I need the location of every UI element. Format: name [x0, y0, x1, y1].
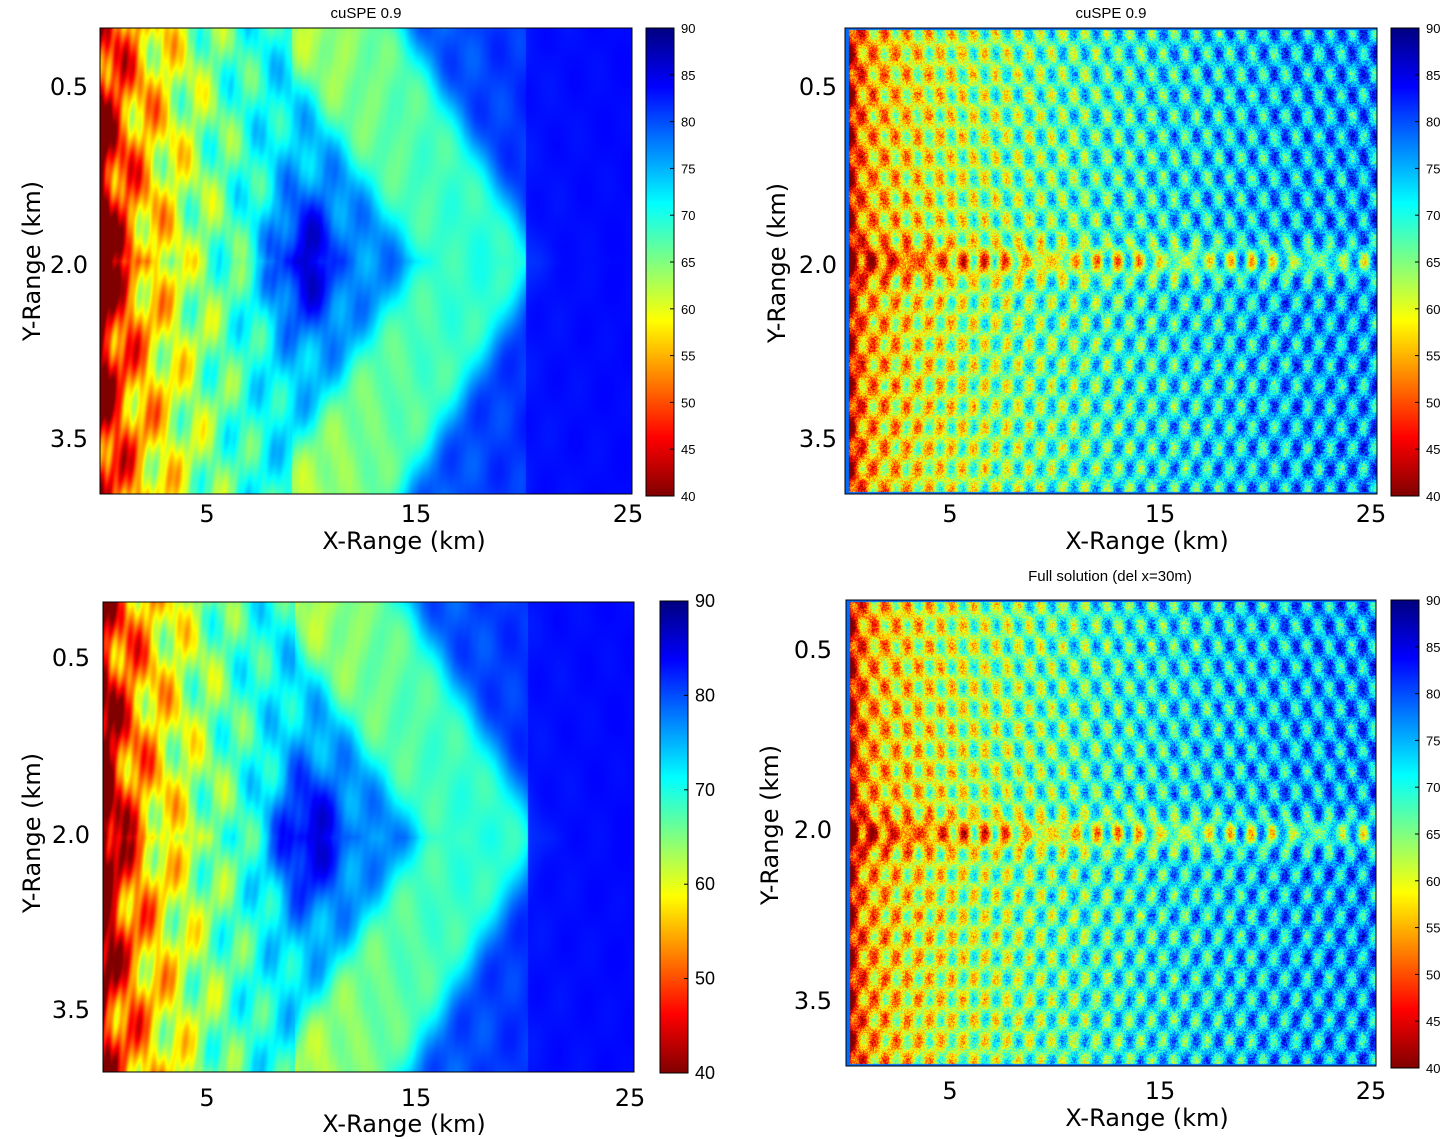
colorbar-tick-label: 65 [1426, 255, 1440, 270]
y-tick-label: 3.5 [799, 425, 837, 453]
colorbar-tick-label: 80 [695, 685, 715, 705]
colorbar-tick-label: 75 [681, 161, 695, 176]
colorbar-ticks: 90 80 70 60 50 40 [684, 591, 715, 1083]
colorbar-tick-label: 50 [695, 969, 715, 989]
x-tick-label: 25 [1356, 500, 1387, 528]
colorbar-tick-label: 45 [1426, 1014, 1440, 1029]
colorbar-tick-label: 45 [1426, 442, 1440, 457]
colorbar-tick-label: 55 [1426, 921, 1440, 936]
plot-frame [844, 27, 1378, 495]
colorbar-tick-label: 85 [1426, 640, 1440, 655]
colorbar [1390, 27, 1420, 497]
panel-title: cuSPE 0.9 [331, 5, 402, 22]
y-tick-label: 2.0 [50, 251, 88, 279]
colorbar-ticks: 90 85 80 75 70 65 60 55 50 45 40 [670, 21, 695, 504]
colorbar-tick-label: 55 [1426, 349, 1440, 364]
panel-title: cuSPE 0.9 [1076, 5, 1147, 22]
x-axis-label: X-Range (km) [1065, 1104, 1229, 1132]
colorbar-tick-label: 65 [681, 255, 695, 270]
colorbar-tick-label: 70 [681, 208, 695, 223]
colorbar-tick-label: 60 [695, 874, 715, 894]
x-tick-label: 25 [615, 1084, 646, 1112]
colorbar-tick-label: 60 [681, 302, 695, 317]
heatmap-image [103, 602, 634, 1072]
x-tick-label: 15 [401, 500, 432, 528]
x-tick-label: 25 [1356, 1077, 1387, 1105]
colorbar-ticks: 90 85 80 75 70 65 60 55 50 45 40 [1415, 21, 1440, 504]
colorbar-tick-label: 55 [681, 349, 695, 364]
colorbar-tick-label: 40 [1426, 489, 1440, 504]
colorbar-tick-label: 40 [695, 1063, 715, 1083]
colorbar-tick-label: 75 [1426, 733, 1440, 748]
x-tick-label: 5 [942, 500, 957, 528]
y-axis-label: Y-Range (km) [756, 745, 784, 906]
colorbar-tick-label: 85 [1426, 68, 1440, 83]
y-axis-label: Y-Range (km) [18, 753, 46, 914]
colorbar-tick-label: 60 [1426, 302, 1440, 317]
x-tick-label: 5 [942, 1077, 957, 1105]
plot-frame [845, 599, 1377, 1067]
plot-frame [99, 27, 633, 495]
colorbar-tick-label: 75 [1426, 161, 1440, 176]
colorbar-ticks: 90 85 80 75 70 65 60 55 50 45 40 [1415, 593, 1440, 1076]
x-tick-label: 5 [199, 500, 214, 528]
colorbar-tick-label: 65 [1426, 827, 1440, 842]
colorbar-tick-label: 90 [1426, 21, 1440, 36]
plot-frame [102, 601, 635, 1073]
y-tick-label: 3.5 [50, 425, 88, 453]
y-tick-label: 2.0 [794, 816, 832, 844]
colorbar-tick-label: 85 [681, 68, 695, 83]
heatmap-image [845, 28, 1377, 494]
colorbar-tick-label: 80 [681, 115, 695, 130]
colorbar [659, 600, 689, 1074]
colorbar-tick-label: 50 [1426, 967, 1440, 982]
x-tick-label: 15 [1145, 1077, 1176, 1105]
colorbar-tick-label: 90 [695, 591, 715, 611]
y-tick-label: 0.5 [794, 636, 832, 664]
x-tick-label: 15 [401, 1084, 432, 1112]
panel-bottom-left: Y-Range (km) X-Range (km) 0.5 2.0 3.5 5 … [18, 591, 715, 1138]
y-axis-label: Y-Range (km) [763, 183, 791, 344]
x-tick-label: 5 [199, 1084, 214, 1112]
y-axis-label: Y-Range (km) [18, 181, 46, 342]
y-tick-label: 2.0 [52, 821, 90, 849]
colorbar-tick-label: 70 [695, 780, 715, 800]
panel-top-left: cuSPE 0.9 Y-Range (km) X-Range (km) 0.5 … [18, 5, 695, 555]
y-tick-label: 3.5 [52, 996, 90, 1024]
colorbar-tick-label: 40 [681, 489, 695, 504]
colorbar-tick-label: 70 [1426, 780, 1440, 795]
colorbar-tick-label: 70 [1426, 208, 1440, 223]
heatmap-image [846, 600, 1376, 1066]
colorbar-tick-label: 90 [1426, 593, 1440, 608]
heatmap-image [100, 28, 632, 494]
colorbar-tick-label: 50 [1426, 395, 1440, 410]
x-axis-label: X-Range (km) [322, 1110, 486, 1138]
panel-title: Full solution (del x=30m) [1028, 568, 1192, 585]
x-axis-label: X-Range (km) [322, 527, 486, 555]
colorbar-tick-label: 60 [1426, 874, 1440, 889]
colorbar-tick-label: 45 [681, 442, 695, 457]
x-tick-label: 15 [1145, 500, 1176, 528]
y-tick-label: 0.5 [52, 644, 90, 672]
panel-bottom-right: Full solution (del x=30m) Y-Range (km) X… [756, 568, 1440, 1132]
x-axis-label: X-Range (km) [1065, 527, 1229, 555]
x-tick-label: 25 [613, 500, 644, 528]
colorbar-tick-label: 80 [1426, 115, 1440, 130]
panel-top-right: cuSPE 0.9 Y-Range (km) X-Range (km) 0.5 … [763, 5, 1440, 555]
colorbar [1390, 599, 1420, 1069]
y-tick-label: 0.5 [50, 73, 88, 101]
colorbar [645, 27, 675, 497]
colorbar-tick-label: 40 [1426, 1061, 1440, 1076]
y-tick-label: 2.0 [799, 251, 837, 279]
colorbar-tick-label: 50 [681, 395, 695, 410]
y-tick-label: 0.5 [799, 73, 837, 101]
colorbar-tick-label: 90 [681, 21, 695, 36]
colorbar-tick-label: 80 [1426, 687, 1440, 702]
y-tick-label: 3.5 [794, 987, 832, 1015]
